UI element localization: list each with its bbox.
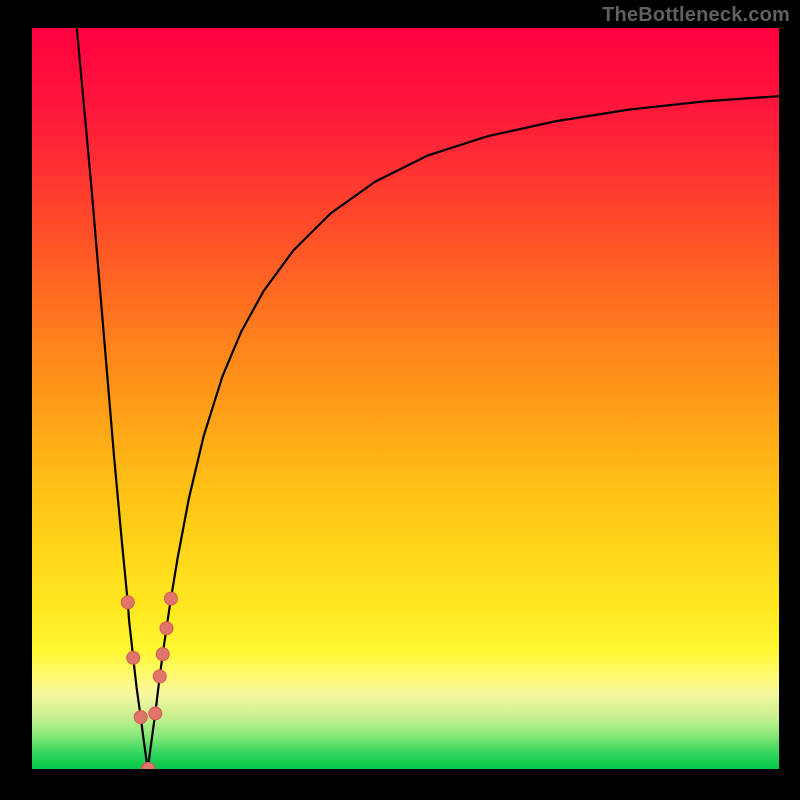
marker-point bbox=[127, 651, 140, 664]
curve-right-branch bbox=[148, 96, 779, 769]
marker-point bbox=[160, 622, 173, 635]
watermark-text: TheBottleneck.com bbox=[602, 4, 790, 27]
marker-point bbox=[153, 670, 166, 683]
marker-point bbox=[149, 707, 162, 720]
chart-container: TheBottleneck.com bbox=[0, 0, 800, 800]
marker-point bbox=[164, 592, 177, 605]
chart-svg bbox=[32, 28, 779, 769]
marker-point bbox=[156, 648, 169, 661]
marker-point bbox=[121, 596, 134, 609]
plot-area bbox=[32, 28, 779, 769]
marker-point bbox=[134, 711, 147, 724]
